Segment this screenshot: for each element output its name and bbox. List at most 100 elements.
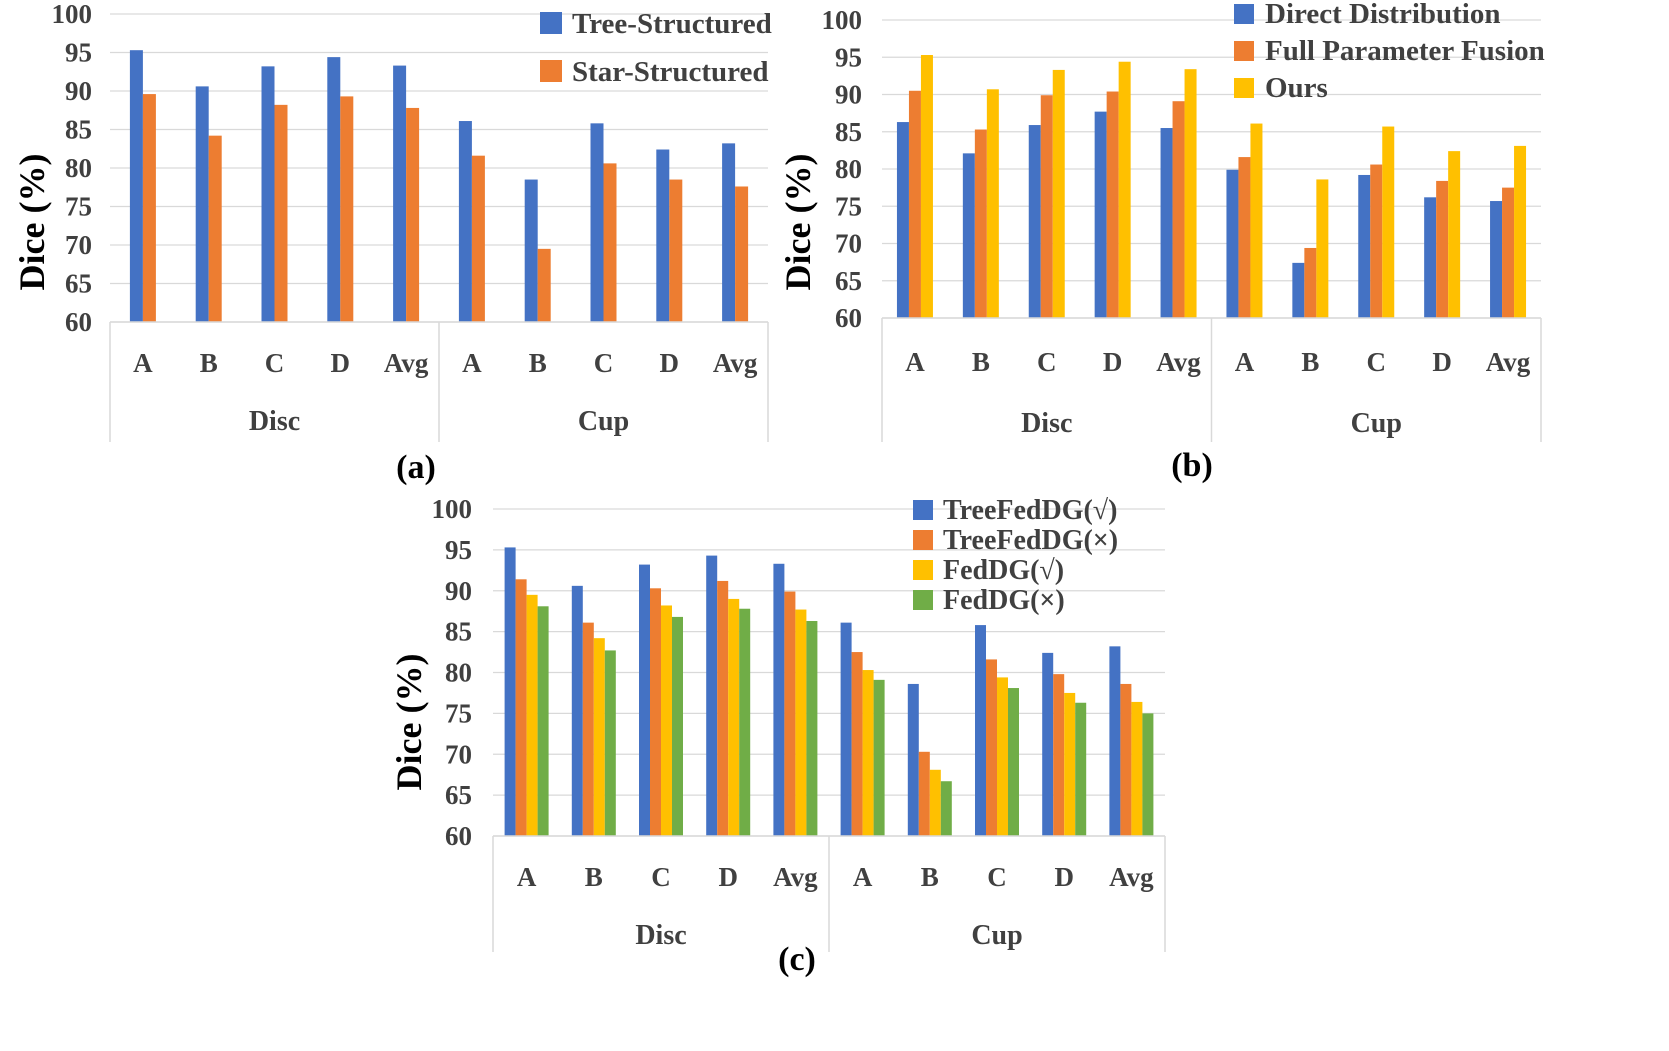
y-tick-label: 90 [65, 76, 92, 106]
bar-Direct Distribution-9 [1490, 201, 1503, 318]
bar-FedDG(√)-8 [1064, 692, 1076, 836]
x-tick-label: Avg [773, 862, 818, 892]
bar-TreeFedDG(√)-4 [773, 563, 785, 836]
bar-Direct Distribution-3 [1094, 111, 1107, 318]
x-tick-label: D [718, 862, 738, 892]
bar-FedDG(×)-6 [940, 781, 952, 836]
x-tick-label: B [1301, 347, 1319, 377]
bar-Full Parameter Fusion-3 [1106, 91, 1119, 319]
legend: TreeFedDG(√)TreeFedDG(×)FedDG(√)FedDG(×) [913, 495, 1118, 616]
bar-TreeFedDG(√)-2 [639, 564, 650, 836]
x-tick-label: B [585, 862, 603, 892]
bar-Direct Distribution-1 [962, 153, 975, 318]
y-tick-label: 90 [445, 576, 472, 606]
bar-Star-Structured-4 [406, 107, 420, 322]
bar-Ours-9 [1514, 145, 1527, 318]
bar-Direct Distribution-7 [1358, 174, 1371, 318]
legend-swatch [1234, 78, 1254, 98]
x-tick-label: C [987, 862, 1007, 892]
y-tick-label: 65 [65, 269, 92, 299]
group-label: Disc [1021, 408, 1072, 439]
bar-Ours-4 [1184, 69, 1197, 318]
chart-b: 60 65 70 75 80 85 90 95 100 Dice (%) A B C D Avg A B C D Av… [778, 0, 1545, 484]
bar-Ours-2 [1052, 69, 1065, 318]
bar-Ours-8 [1448, 151, 1461, 318]
bar-TreeFedDG(√)-1 [571, 585, 583, 836]
y-tick-label: 90 [835, 80, 862, 110]
group-label: Cup [578, 406, 629, 437]
bar-Tree-Structured-0 [129, 50, 143, 322]
legend-label: Direct Distribution [1265, 0, 1500, 30]
legend-swatch [1234, 41, 1254, 61]
legend: Direct Distribution Full Parameter Fusion… [1234, 0, 1545, 104]
chart-a: 60 65 70 75 80 85 90 95 100 Dice (%) A B C D Avg A B C D Av… [12, 0, 772, 486]
y-tick-label: 80 [835, 154, 862, 184]
y-tick-label: 75 [835, 191, 862, 221]
panel-caption: (a) [396, 449, 436, 486]
bar-FedDG(×)-4 [806, 620, 818, 836]
bar-FedDG(×)-8 [1075, 702, 1087, 836]
bar-FedDG(×)-2 [672, 616, 683, 836]
bar-TreeFedDG(×)-5 [851, 652, 863, 836]
x-tick-label: A [133, 348, 153, 378]
bar-Full Parameter Fusion-9 [1502, 187, 1515, 318]
y-tick-label: 80 [65, 153, 92, 183]
bar-FedDG(√)-6 [929, 769, 941, 836]
x-tick-label: C [1367, 347, 1387, 377]
legend-swatch [913, 530, 933, 550]
legend-label: Ours [1265, 72, 1328, 104]
x-tick-label: C [265, 348, 285, 378]
y-tick-label: 75 [65, 192, 92, 222]
bar-FedDG(√)-1 [593, 638, 605, 836]
bar-TreeFedDG(√)-5 [840, 622, 852, 836]
bar-Ours-5 [1250, 123, 1263, 319]
group-label: Disc [249, 406, 300, 437]
x-tick-label: B [200, 348, 218, 378]
y-tick-label: 65 [835, 266, 862, 296]
bar-Star-Structured-6 [537, 248, 551, 322]
bar-Direct Distribution-5 [1226, 169, 1239, 318]
bar-FedDG(√)-0 [526, 594, 538, 836]
bar-TreeFedDG(√)-6 [907, 683, 919, 836]
bar-TreeFedDG(√)-0 [504, 547, 516, 836]
legend-label: FedDG(×) [943, 585, 1065, 616]
x-tick-label: C [651, 862, 671, 892]
x-tick-label: A [462, 348, 482, 378]
bar-TreeFedDG(×)-0 [515, 579, 527, 836]
bar-FedDG(√)-5 [862, 670, 874, 836]
bar-Tree-Structured-4 [393, 65, 407, 322]
legend-swatch [540, 12, 562, 34]
legend-swatch [913, 500, 933, 520]
y-tick-label: 70 [835, 229, 862, 259]
bar-Ours-3 [1118, 61, 1131, 318]
bar-TreeFedDG(×)-9 [1120, 683, 1132, 836]
x-tick-label: C [1037, 347, 1057, 377]
legend-swatch [913, 560, 933, 580]
bar-Tree-Structured-5 [458, 121, 472, 322]
y-tick-label: 60 [65, 307, 92, 337]
bar-Direct Distribution-8 [1424, 197, 1437, 318]
bar-Full Parameter Fusion-5 [1238, 157, 1251, 318]
bar-Star-Structured-0 [142, 94, 156, 322]
group-label: Cup [971, 920, 1022, 951]
legend-label: FedDG(√) [943, 555, 1064, 586]
legend-label: Full Parameter Fusion [1265, 35, 1545, 67]
y-tick-label: 75 [445, 698, 472, 728]
x-tick-label: D [1432, 347, 1452, 377]
y-tick-label: 95 [65, 38, 92, 68]
bar-FedDG(×)-0 [537, 606, 549, 836]
x-tick-label: A [905, 347, 925, 377]
panel-caption: (b) [1171, 447, 1213, 484]
bar-FedDG(×)-9 [1142, 713, 1154, 836]
chart-c: 60 65 70 75 80 85 90 95 100 Dice (%) A B C D Avg A B C D Av… [389, 494, 1166, 978]
x-tick-label: Avg [1486, 347, 1531, 377]
bar-FedDG(×)-7 [1008, 688, 1019, 836]
bar-TreeFedDG(×)-2 [650, 588, 661, 836]
x-tick-label: C [594, 348, 614, 378]
y-tick-label: 100 [432, 494, 473, 524]
x-tick-label: Avg [1109, 862, 1154, 892]
bar-Direct Distribution-2 [1028, 125, 1041, 318]
bar-Ours-6 [1316, 179, 1329, 318]
bar-TreeFedDG(×)-3 [717, 580, 729, 836]
y-tick-label: 60 [835, 303, 862, 333]
